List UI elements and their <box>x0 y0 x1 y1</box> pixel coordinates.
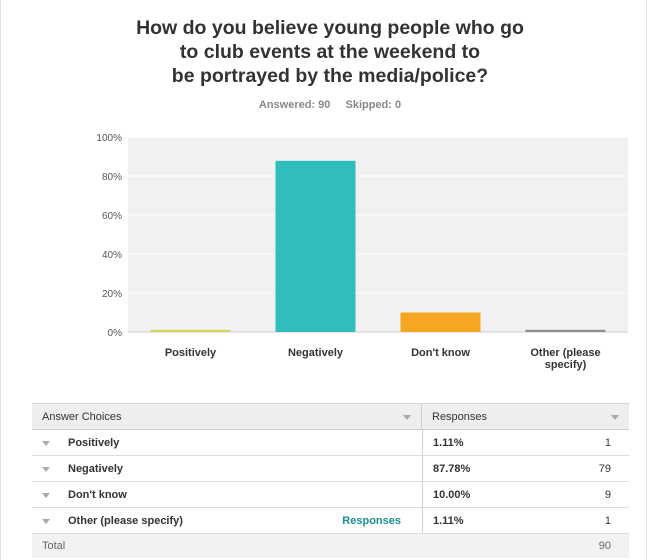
header-responses-label: Responses <box>432 410 488 423</box>
table-row: Negatively 87.78% 79 <box>32 456 629 482</box>
y-tick-label: 0% <box>108 328 123 339</box>
header-choices-label: Answer Choices <box>42 410 122 423</box>
choice-label: Positively <box>68 436 120 449</box>
x-tick-label: Other (please <box>530 347 600 359</box>
response-count: 79 <box>598 462 611 475</box>
right-border <box>646 0 647 560</box>
x-tick-label: Positively <box>165 347 217 359</box>
response-stats: Answered: 90 Skipped: 0 <box>0 99 660 111</box>
answer-table: Answer Choices Responses Positively 1.11… <box>32 403 629 558</box>
skipped-count: Skipped: 0 <box>345 99 402 111</box>
table-header: Answer Choices Responses <box>32 404 629 430</box>
plot-background <box>128 137 628 332</box>
bar-chart: 0% 20% 40% 60% 80% 100% Positively Negatively Do… <box>96 133 628 371</box>
response-count: 1 <box>604 514 611 527</box>
title-line: How do you believe young people who go <box>136 17 524 39</box>
bar <box>400 312 481 332</box>
response-count: 9 <box>604 488 611 501</box>
choice-label: Don't know <box>68 488 127 501</box>
total-label: Total <box>42 540 66 552</box>
table-row: Don't know 10.00% 9 <box>32 482 629 508</box>
bar <box>150 329 231 332</box>
expand-caret-icon[interactable] <box>42 519 50 524</box>
response-percent: 87.78% <box>433 462 471 475</box>
table-row: Positively 1.11% 1 <box>32 430 629 456</box>
x-tick-label: Negatively <box>288 347 344 359</box>
response-percent: 1.11% <box>433 436 464 449</box>
choice-cell: Positively <box>32 430 423 455</box>
expand-caret-icon[interactable] <box>42 441 50 446</box>
table-row: Other (please specify) Responses 1.11% 1 <box>32 508 629 534</box>
choice-label: Negatively <box>68 462 124 475</box>
total-spacer <box>422 534 536 558</box>
x-tick-label: Don't know <box>411 347 470 359</box>
header-choices-cell[interactable]: Answer Choices <box>32 404 422 429</box>
responses-link[interactable]: Responses <box>342 514 401 527</box>
response-count: 1 <box>604 436 611 449</box>
sort-caret-icon[interactable] <box>611 415 619 420</box>
choice-label: Other (please specify) <box>68 514 183 527</box>
left-border <box>0 0 1 560</box>
sort-caret-icon[interactable] <box>403 415 411 420</box>
total-count: 90 <box>598 540 611 552</box>
choice-cell: Negatively <box>32 456 423 481</box>
choice-cell: Other (please specify) Responses <box>32 508 423 533</box>
title-line: be portrayed by the media/police? <box>171 65 489 87</box>
y-tick-label: 80% <box>102 172 122 183</box>
y-tick-label: 100% <box>96 133 122 144</box>
header-responses-cell[interactable]: Responses <box>422 404 629 429</box>
total-row: Total 90 <box>32 534 629 558</box>
answered-count: Answered: 90 <box>258 99 331 111</box>
expand-caret-icon[interactable] <box>42 467 50 472</box>
title-line: to club events at the weekend to <box>179 41 481 63</box>
y-tick-label: 20% <box>102 289 122 300</box>
y-tick-label: 60% <box>102 211 122 222</box>
response-percent: 1.11% <box>433 514 464 527</box>
x-tick-label: specify) <box>545 359 587 371</box>
question-title: How do you believe young people who go t… <box>90 16 570 88</box>
y-tick-label: 40% <box>102 250 122 261</box>
bar <box>525 329 606 332</box>
expand-caret-icon[interactable] <box>42 493 50 498</box>
choice-cell: Don't know <box>32 482 423 507</box>
response-percent: 10.00% <box>433 488 471 501</box>
bar <box>275 160 356 332</box>
